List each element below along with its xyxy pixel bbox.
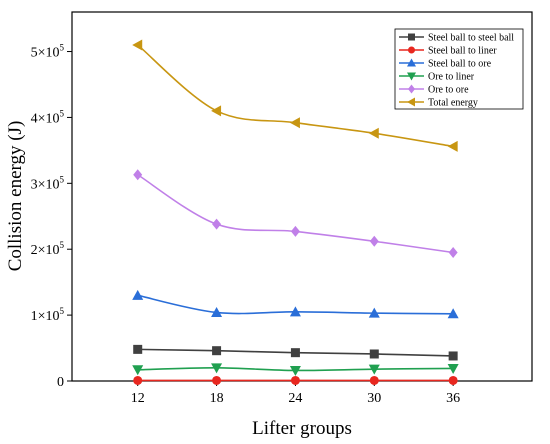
series-line bbox=[137, 174, 454, 254]
data-point bbox=[289, 117, 300, 129]
data-point bbox=[448, 351, 458, 361]
data-point bbox=[212, 218, 222, 230]
x-axis-title: Lifter groups bbox=[252, 418, 352, 439]
legend-box bbox=[394, 28, 524, 110]
legend-label: Total energy bbox=[428, 98, 478, 109]
series-steel-ball-to-steel-ball bbox=[133, 344, 458, 361]
data-point bbox=[132, 365, 144, 376]
data-point bbox=[211, 363, 223, 374]
data-point bbox=[368, 127, 379, 139]
data-point bbox=[211, 306, 223, 317]
y-axis-title: Collision energy (J) bbox=[5, 121, 26, 272]
x-tick-label: 30 bbox=[367, 391, 381, 406]
data-point bbox=[448, 247, 458, 259]
series-layer bbox=[132, 39, 459, 385]
data-point bbox=[447, 140, 458, 152]
data-point bbox=[368, 364, 380, 375]
x-axis-ticks: 12 18 24 30 36 bbox=[131, 381, 460, 406]
data-point bbox=[290, 225, 300, 237]
data-point bbox=[289, 306, 301, 317]
data-point bbox=[290, 348, 300, 358]
series-total-energy bbox=[132, 39, 458, 152]
legend-label: Steel ball to ore bbox=[428, 59, 492, 70]
y-tick-label: 3×105 bbox=[31, 174, 65, 192]
series-ore-to-ore bbox=[133, 169, 458, 259]
legend-label: Ore to liner bbox=[428, 72, 475, 83]
legend-marker bbox=[408, 46, 415, 54]
data-point bbox=[212, 375, 222, 385]
x-tick-label: 36 bbox=[446, 391, 460, 406]
legend-marker bbox=[407, 97, 415, 107]
series-steel-ball-to-ore bbox=[132, 289, 459, 319]
data-point bbox=[447, 308, 459, 319]
data-point bbox=[289, 365, 301, 376]
data-point bbox=[132, 289, 144, 300]
legend-marker bbox=[407, 72, 416, 81]
legend-label: Steel ball to liner bbox=[428, 46, 497, 57]
y-axis-ticks: 0 1×105 2×105 3×105 4×105 5×105 bbox=[31, 43, 72, 390]
y-tick-label: 0 bbox=[57, 375, 64, 390]
data-point bbox=[290, 375, 300, 385]
x-tick-label: 24 bbox=[288, 391, 302, 406]
legend: Steel ball to steel ball Steel ball to li… bbox=[394, 28, 524, 110]
x-tick-label: 18 bbox=[210, 391, 224, 406]
data-point bbox=[132, 39, 143, 51]
y-tick-label: 2×105 bbox=[31, 240, 65, 258]
series-steel-ball-to-liner bbox=[133, 375, 458, 385]
y-tick-label: 5×105 bbox=[31, 43, 65, 61]
data-point bbox=[133, 169, 143, 181]
legend-label: Ore to ore bbox=[428, 85, 469, 96]
data-point bbox=[133, 375, 143, 385]
data-point bbox=[133, 344, 143, 354]
y-tick-label: 1×105 bbox=[31, 306, 65, 324]
data-point bbox=[211, 105, 222, 117]
series-ore-to-liner bbox=[132, 363, 459, 376]
data-point bbox=[448, 375, 458, 385]
y-tick-label: 4×105 bbox=[31, 108, 65, 126]
legend-label: Steel ball to steel ball bbox=[428, 33, 514, 44]
legend-marker bbox=[408, 84, 415, 94]
legend-marker bbox=[408, 33, 415, 41]
legend-marker bbox=[407, 58, 416, 67]
data-point bbox=[368, 307, 380, 318]
data-point bbox=[369, 349, 379, 359]
x-tick-label: 12 bbox=[131, 391, 145, 406]
data-point bbox=[212, 346, 222, 356]
data-point bbox=[369, 235, 379, 247]
data-point bbox=[447, 363, 459, 374]
data-point bbox=[369, 375, 379, 385]
